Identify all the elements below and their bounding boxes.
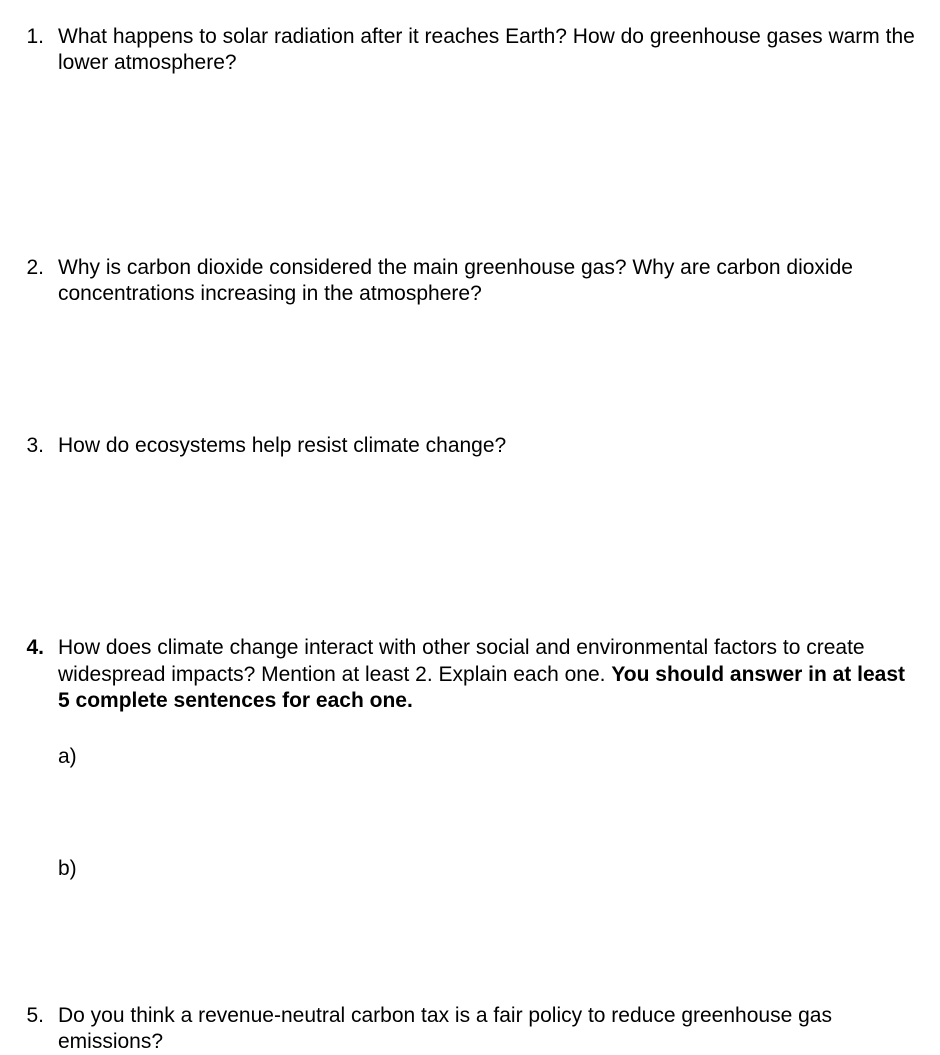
question-text-container: How does climate change interact with ot… — [58, 635, 920, 1002]
question-list: 1. What happens to solar radiation after… — [20, 24, 920, 1055]
answer-space-1 — [20, 77, 920, 255]
sub-item-b: b) — [58, 856, 920, 882]
answer-space-4b — [58, 883, 920, 1003]
sub-item-a: a) — [58, 744, 920, 770]
question-number: 5. — [20, 1003, 58, 1055]
answer-space-4a — [58, 770, 920, 856]
question-text: What happens to solar radiation after it… — [58, 24, 920, 77]
question-text: Do you think a revenue-neutral carbon ta… — [58, 1003, 920, 1055]
question-5: 5. Do you think a revenue-neutral carbon… — [20, 1003, 920, 1055]
question-number: 3. — [20, 433, 58, 459]
question-text: How do ecosystems help resist climate ch… — [58, 433, 920, 459]
question-number: 1. — [20, 24, 58, 77]
question-3: 3. How do ecosystems help resist climate… — [20, 433, 920, 459]
question-2: 2. Why is carbon dioxide considered the … — [20, 255, 920, 308]
question-4: 4. How does climate change interact with… — [20, 635, 920, 1002]
answer-space-2 — [20, 307, 920, 433]
question-1: 1. What happens to solar radiation after… — [20, 24, 920, 77]
answer-space-3 — [20, 459, 920, 635]
gap-before-sub — [58, 714, 920, 744]
question-text: Why is carbon dioxide considered the mai… — [58, 255, 920, 308]
question-number: 2. — [20, 255, 58, 308]
question-number: 4. — [20, 635, 58, 1002]
sub-list: a) b) — [58, 744, 920, 1003]
